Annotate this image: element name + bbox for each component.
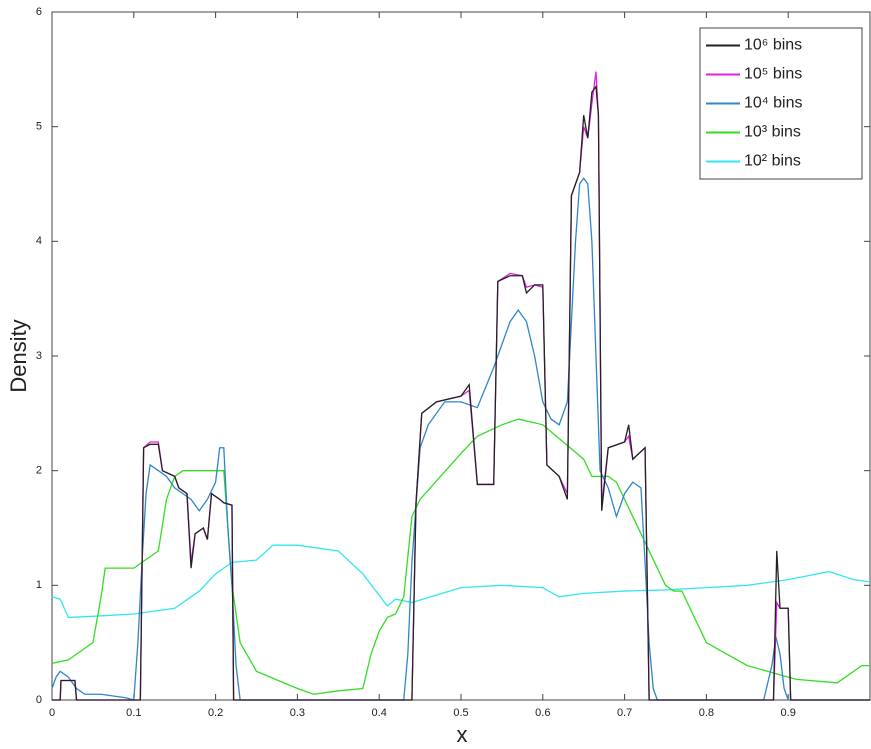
series-line <box>51 177 870 701</box>
x-tick-label: 0.2 <box>208 707 223 719</box>
y-tick-label: 2 <box>36 465 42 477</box>
x-tick-label: 0 <box>49 707 55 719</box>
x-tick-label: 0.3 <box>290 707 305 719</box>
x-tick-label: 0.7 <box>617 707 632 719</box>
x-axis-label: x <box>457 722 468 747</box>
y-tick-label: 1 <box>36 579 42 591</box>
series-line <box>51 544 871 619</box>
y-tick-label: 6 <box>36 6 42 18</box>
x-tick-label: 0.6 <box>535 707 550 719</box>
legend-label: 10² bins <box>744 153 801 170</box>
y-tick-label: 5 <box>36 121 42 133</box>
y-tick-label: 4 <box>36 235 42 247</box>
legend-label: 10⁶ bins <box>744 37 802 54</box>
legend-label: 10⁵ bins <box>744 66 802 83</box>
legend-label: 10⁴ bins <box>744 95 802 112</box>
x-tick-label: 0.1 <box>126 707 141 719</box>
x-tick-label: 0.4 <box>372 707 387 719</box>
y-tick-label: 3 <box>36 350 42 362</box>
x-tick-label: 0.9 <box>781 707 796 719</box>
y-tick-label: 0 <box>36 694 42 706</box>
legend-label: 10³ bins <box>744 124 801 141</box>
series-line <box>52 84 870 701</box>
x-tick-label: 0.8 <box>699 707 714 719</box>
x-tick-label: 0.5 <box>453 707 468 719</box>
series-line <box>51 418 870 695</box>
y-axis-label: Density <box>6 319 31 392</box>
